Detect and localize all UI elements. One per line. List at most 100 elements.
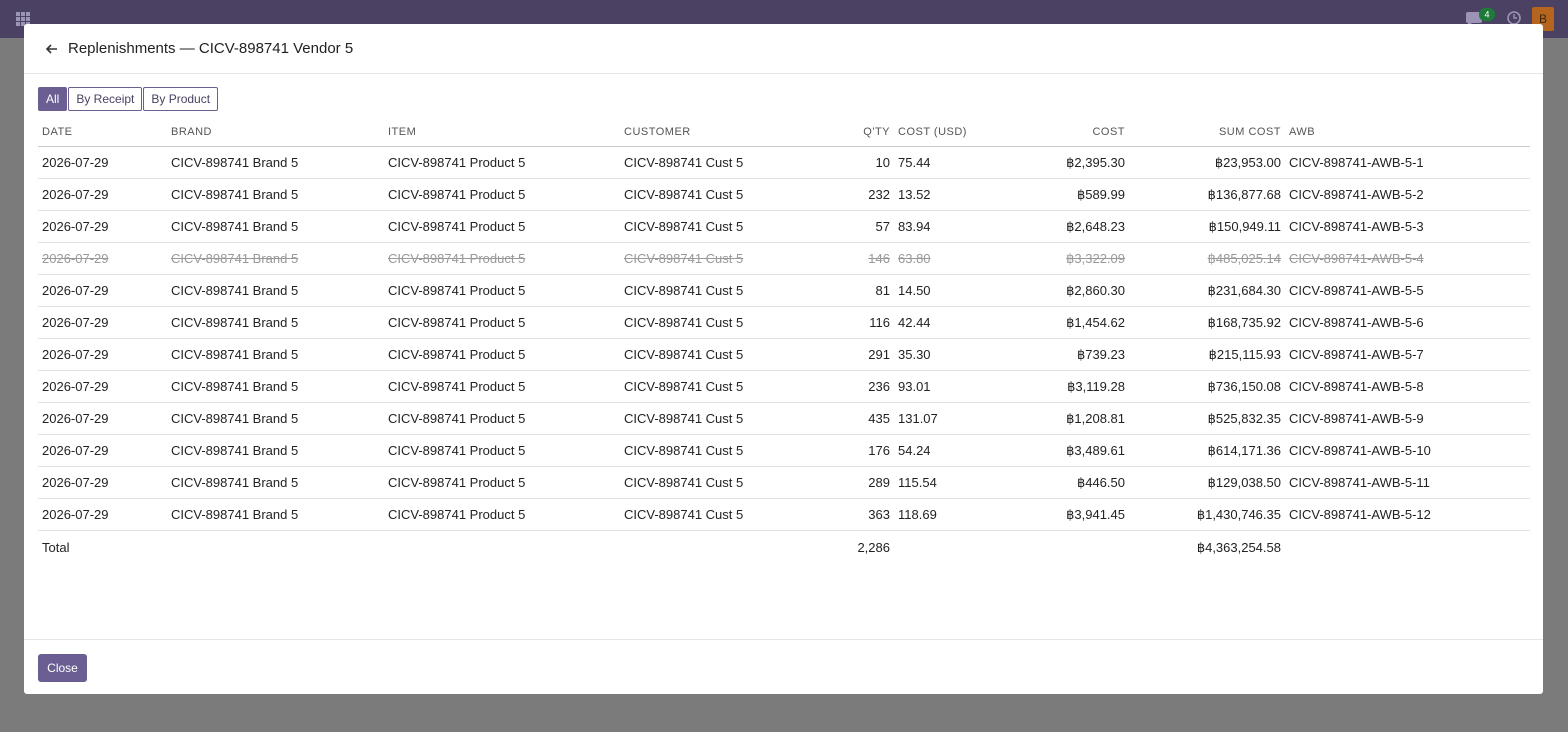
tab[interactable]: All bbox=[38, 87, 68, 111]
dialog-title: Replenishments — CICV-898741 Vendor 5 bbox=[68, 40, 354, 57]
cell: ฿129,038.50 bbox=[1129, 466, 1285, 499]
cell: 75.44 bbox=[894, 146, 1010, 179]
cell: CICV-898741 Product 5 bbox=[384, 178, 620, 211]
column-header: CUSTOMER bbox=[620, 118, 780, 147]
column-header: SUM COST bbox=[1129, 118, 1285, 147]
cell: ฿3,322.09 bbox=[1010, 242, 1129, 275]
cell: CICV-898741 Product 5 bbox=[384, 274, 620, 307]
cell: ฿3,489.61 bbox=[1010, 434, 1129, 467]
table-row[interactable]: 2026-07-29 CICV-898741 Brand 5 CICV-898741… bbox=[38, 210, 1530, 243]
cell: CICV-898741 Product 5 bbox=[384, 466, 620, 499]
cell: ฿1,430,746.35 bbox=[1129, 498, 1285, 531]
column-header: Q'TY bbox=[780, 118, 894, 147]
table-row[interactable]: 2026-07-29 CICV-898741 Brand 5 CICV-898741… bbox=[38, 402, 1530, 435]
table-body: 2026-07-29 CICV-898741 Brand 5 CICV-898741… bbox=[38, 146, 1530, 565]
tab[interactable]: By Receipt bbox=[68, 87, 143, 111]
cell: CICV-898741-AWB-5-5 bbox=[1285, 274, 1530, 307]
cell: ฿589.99 bbox=[1010, 178, 1129, 211]
chat-badge-bg bbox=[1479, 8, 1495, 21]
cell: 435 bbox=[780, 402, 894, 435]
cell: 2026-07-29 bbox=[38, 370, 167, 403]
cell: ฿2,395.30 bbox=[1010, 146, 1129, 179]
table-row[interactable]: 2026-07-29 CICV-898741 Brand 5 CICV-898741… bbox=[38, 306, 1530, 339]
cell: CICV-898741-AWB-5-3 bbox=[1285, 210, 1530, 243]
cell: CICV-898741 Brand 5 bbox=[167, 434, 384, 467]
table-row[interactable]: 2026-07-29 CICV-898741 Brand 5 CICV-898741… bbox=[38, 338, 1530, 371]
cell: ฿168,735.92 bbox=[1129, 306, 1285, 339]
cell: CICV-898741 Brand 5 bbox=[167, 498, 384, 531]
cell: ฿1,454.62 bbox=[1010, 306, 1129, 339]
chat-badge: 4 bbox=[1484, 9, 1489, 19]
cell: CICV-898741-AWB-5-7 bbox=[1285, 338, 1530, 371]
total-cell: Total bbox=[42, 540, 70, 555]
dialog: Replenishments — CICV-898741 Vendor 5 Al… bbox=[24, 24, 1543, 694]
cell: 2026-07-29 bbox=[38, 402, 167, 435]
column-header: AWB bbox=[1285, 118, 1530, 147]
cell: 2026-07-29 bbox=[38, 242, 167, 275]
cancelled-row[interactable]: 2026-07-29 CICV-898741 Brand 5 CICV-898741… bbox=[38, 242, 1530, 275]
cell: ฿1,208.81 bbox=[1010, 402, 1129, 435]
cell: 2026-07-29 bbox=[38, 466, 167, 499]
cell: 14.50 bbox=[894, 274, 1010, 307]
cell: 289 bbox=[780, 466, 894, 499]
cell: 35.30 bbox=[894, 338, 1010, 371]
table-row[interactable]: 2026-07-29 CICV-898741 Brand 5 CICV-898741… bbox=[38, 274, 1530, 307]
empty-cell bbox=[1285, 531, 1530, 565]
cell: CICV-898741 Brand 5 bbox=[167, 338, 384, 371]
cell: ฿3,941.45 bbox=[1010, 498, 1129, 531]
cell: 363 bbox=[780, 498, 894, 531]
table-row[interactable]: 2026-07-29 CICV-898741 Brand 5 CICV-898741… bbox=[38, 178, 1530, 211]
cell: 63.80 bbox=[894, 242, 1010, 275]
cell: ฿3,119.28 bbox=[1010, 370, 1129, 403]
cell: 176 bbox=[780, 434, 894, 467]
cell: CICV-898741 Brand 5 bbox=[167, 242, 384, 275]
cell: ฿739.23 bbox=[1010, 338, 1129, 371]
cell: 118.69 bbox=[894, 498, 1010, 531]
cell: 54.24 bbox=[894, 434, 1010, 467]
cell: CICV-898741 Cust 5 bbox=[620, 498, 780, 531]
cell: CICV-898741 Cust 5 bbox=[620, 338, 780, 371]
close-button[interactable]: Close bbox=[38, 654, 87, 682]
cell: ฿525,832.35 bbox=[1129, 402, 1285, 435]
table-row[interactable]: 2026-07-29 CICV-898741 Brand 5 CICV-898741… bbox=[38, 498, 1530, 531]
cell: CICV-898741-AWB-5-4 bbox=[1285, 242, 1530, 275]
cell: CICV-898741 Cust 5 bbox=[620, 306, 780, 339]
cell: 2026-07-29 bbox=[38, 210, 167, 243]
cell: 57 bbox=[780, 210, 894, 243]
total-row: Total 2,286 ฿4,363,254.58 bbox=[38, 531, 1530, 565]
cell: CICV-898741-AWB-5-2 bbox=[1285, 178, 1530, 211]
chat-icon[interactable] bbox=[1466, 12, 1482, 26]
cell: CICV-898741 Cust 5 bbox=[620, 242, 780, 275]
back-arrow bbox=[45, 43, 57, 54]
tab-group: All By Receipt By Product bbox=[38, 87, 219, 111]
empty-cell bbox=[1010, 531, 1129, 565]
cell: ฿2,860.30 bbox=[1010, 274, 1129, 307]
cell: 236 bbox=[780, 370, 894, 403]
cell: CICV-898741 Brand 5 bbox=[167, 370, 384, 403]
table-row[interactable]: 2026-07-29 CICV-898741 Brand 5 CICV-898741… bbox=[38, 146, 1530, 179]
cell: ฿446.50 bbox=[1010, 466, 1129, 499]
cell: 232 bbox=[780, 178, 894, 211]
cell: CICV-898741 Product 5 bbox=[384, 338, 620, 371]
column-header: DATE bbox=[38, 118, 167, 147]
cell: CICV-898741-AWB-5-12 bbox=[1285, 498, 1530, 531]
cell: ฿23,953.00 bbox=[1129, 146, 1285, 179]
cell: 10 bbox=[780, 146, 894, 179]
cell: 2026-07-29 bbox=[38, 306, 167, 339]
cell: CICV-898741 Product 5 bbox=[384, 306, 620, 339]
table-row[interactable]: 2026-07-29 CICV-898741 Brand 5 CICV-898741… bbox=[38, 434, 1530, 467]
cell: CICV-898741-AWB-5-8 bbox=[1285, 370, 1530, 403]
empty-cell bbox=[620, 531, 780, 565]
empty-cell bbox=[167, 531, 384, 565]
back-button[interactable] bbox=[38, 35, 66, 63]
cell: CICV-898741 Product 5 bbox=[384, 434, 620, 467]
cell: CICV-898741 Cust 5 bbox=[620, 434, 780, 467]
cell: CICV-898741 Product 5 bbox=[384, 146, 620, 179]
cell: CICV-898741 Cust 5 bbox=[620, 274, 780, 307]
column-header: COST bbox=[1010, 118, 1129, 147]
dialog-footer: Close bbox=[24, 639, 1543, 695]
table-row[interactable]: 2026-07-29 CICV-898741 Brand 5 CICV-898741… bbox=[38, 370, 1530, 403]
cell: 42.44 bbox=[894, 306, 1010, 339]
tab[interactable]: By Product bbox=[143, 87, 219, 111]
table-row[interactable]: 2026-07-29 CICV-898741 Brand 5 CICV-898741… bbox=[38, 466, 1530, 499]
